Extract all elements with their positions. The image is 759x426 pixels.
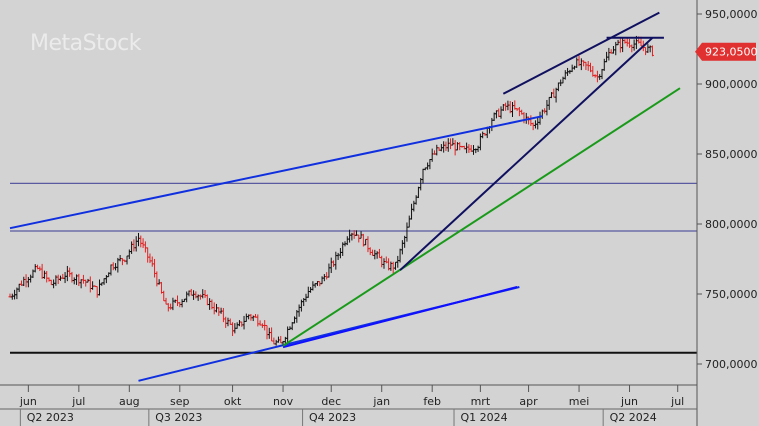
y-tick-label: 800,0000 (705, 218, 758, 231)
trend-line-4 (399, 37, 654, 271)
y-tick-label: 900,0000 (705, 78, 758, 91)
trend-lines (9, 11, 681, 382)
month-label: sep (170, 395, 189, 408)
month-label: jul (670, 395, 684, 408)
month-label: okt (224, 395, 242, 408)
month-label: jun (620, 395, 638, 408)
month-label: dec (321, 395, 341, 408)
month-label: nov (273, 395, 294, 408)
month-label: jun (19, 395, 37, 408)
x-axis: jun jul aug sep okt nov dec jan feb mrt apr mei jun j… (0, 385, 697, 426)
y-tick-label: 750,0000 (705, 288, 758, 301)
last-price-marker: 923,0500 (695, 42, 758, 61)
trend-line-5 (502, 11, 660, 95)
month-label: mrt (471, 395, 491, 408)
quarter-label: Q1 2024 (460, 411, 507, 424)
quarter-label: Q4 2023 (309, 411, 356, 424)
y-tick-label: 950,0000 (705, 8, 758, 21)
last-price-label: 923,0500 (705, 46, 758, 59)
trend-line-0 (9, 115, 543, 230)
y-tick-label: 700,0000 (705, 358, 758, 371)
month-label: apr (519, 395, 538, 408)
month-label: jul (71, 395, 85, 408)
trend-line-2 (282, 286, 518, 349)
month-label: mei (569, 395, 590, 408)
quarter-label: Q3 2023 (155, 411, 202, 424)
price-bar (650, 45, 654, 57)
horizontal-lines (10, 182, 697, 354)
quarter-label: Q2 2024 (610, 411, 657, 424)
month-label: feb (423, 395, 441, 408)
watermark: MetaStock (30, 31, 142, 56)
month-label: jan (372, 395, 390, 408)
y-tick-label: 850,0000 (705, 148, 758, 161)
trend-line-3 (282, 87, 681, 347)
month-label: aug (119, 395, 140, 408)
quarter-label: Q2 2023 (27, 411, 74, 424)
price-bars (8, 35, 654, 346)
y-axis: 950,0000 900,0000 850,0000 800,0000 750,0000… (697, 8, 758, 371)
last-price-tag (695, 42, 756, 61)
